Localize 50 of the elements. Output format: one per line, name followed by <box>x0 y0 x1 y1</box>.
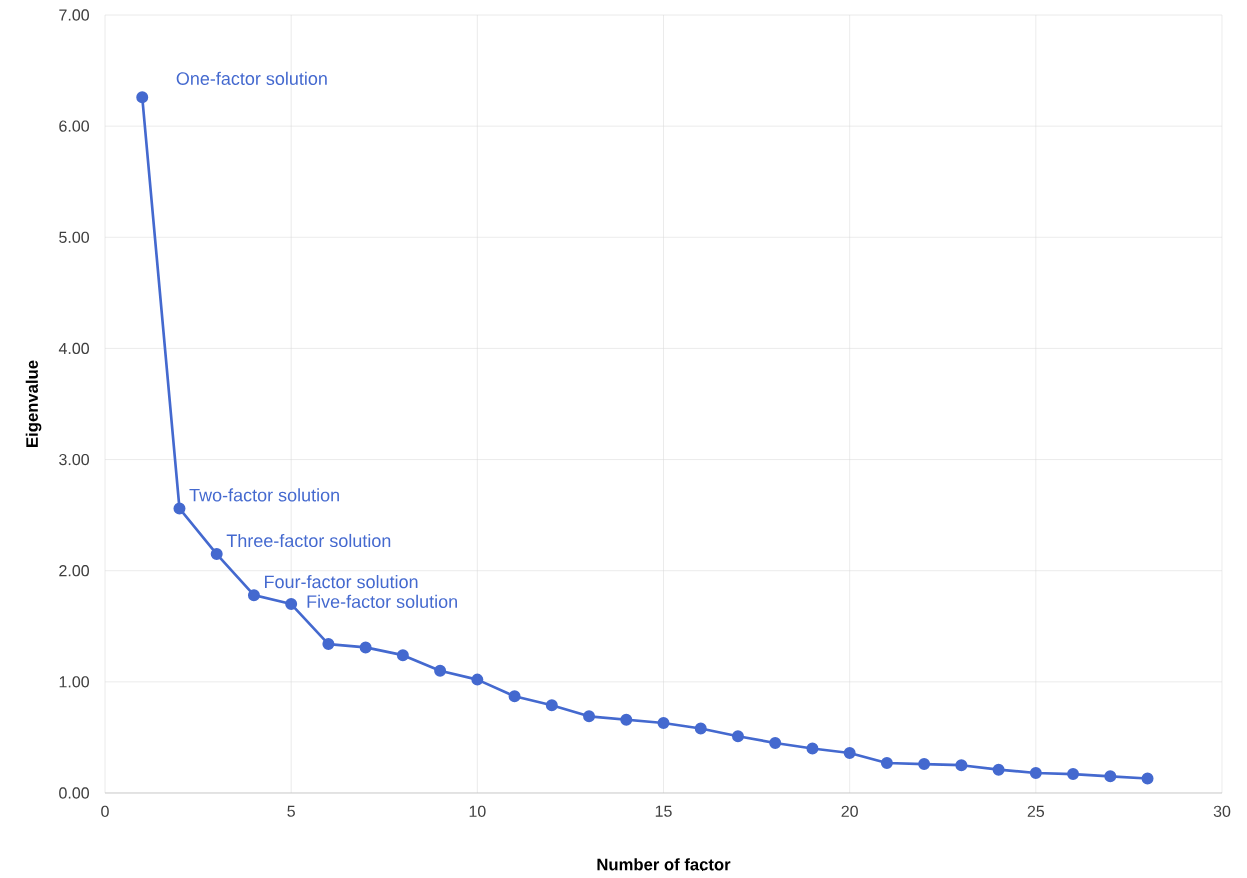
point <box>1029 766 1042 779</box>
annotation: Four-factor solution <box>265 575 418 589</box>
point <box>843 746 856 759</box>
point <box>1104 770 1117 783</box>
point <box>731 730 744 743</box>
point <box>322 638 335 651</box>
annotation: One-factor solution <box>176 71 327 85</box>
point <box>918 758 931 771</box>
point <box>471 673 484 686</box>
point <box>657 716 670 729</box>
point <box>247 589 260 602</box>
point <box>136 91 149 104</box>
point <box>359 641 372 654</box>
y-tick-label: 4.00 <box>58 342 90 355</box>
x-tick-label: 15 <box>655 805 672 817</box>
point <box>880 756 893 769</box>
y-tick-label: 2.00 <box>59 565 90 577</box>
y-tick-label: 7.00 <box>59 9 90 21</box>
point <box>434 664 447 677</box>
annotation: Two-factor solution <box>189 488 339 502</box>
point <box>545 699 558 712</box>
point <box>992 763 1005 776</box>
point <box>1067 768 1080 781</box>
annotation: Three-factor solution <box>226 533 391 548</box>
annotation: Five-factor solution <box>307 594 457 608</box>
point <box>620 713 633 726</box>
y-tick-label: 5.00 <box>59 231 90 243</box>
y-axis-title: Eigenvalue <box>25 360 42 447</box>
y-tick-label: 6.00 <box>59 120 90 132</box>
x-tick-label: 25 <box>1027 805 1045 818</box>
x-tick-label: 20 <box>841 805 858 818</box>
point <box>508 690 521 703</box>
x-tick-label: 0 <box>101 805 109 818</box>
point <box>955 759 968 772</box>
y-tick-label: 3.00 <box>59 453 90 466</box>
point <box>694 722 707 735</box>
point <box>396 649 409 662</box>
x-tick-label: 10 <box>469 805 486 818</box>
point <box>173 502 186 515</box>
y-tick-label: 1.00 <box>59 676 90 688</box>
point <box>285 598 298 611</box>
point <box>1141 772 1154 785</box>
point <box>806 742 819 755</box>
y-tick-label: 0.00 <box>59 787 90 799</box>
point <box>210 548 223 561</box>
point <box>769 736 782 749</box>
x-axis-title: Number of factor <box>597 858 731 871</box>
x-tick-label: 5 <box>287 805 295 817</box>
point <box>583 710 596 723</box>
x-tick-label: 30 <box>1213 805 1231 818</box>
